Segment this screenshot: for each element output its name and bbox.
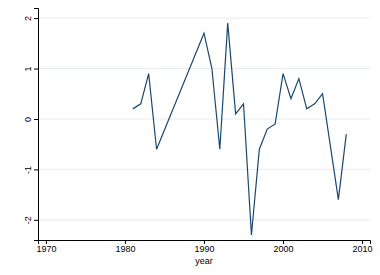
x-axis: 1970 1980 1990 2000 2010 (36, 240, 372, 254)
grid (38, 18, 370, 220)
series-line (133, 23, 346, 235)
grid-line (38, 219, 370, 220)
y-axis-line (34, 9, 39, 241)
x-tick-label: 2010 (353, 244, 373, 254)
y-tick-label: 2 (23, 16, 33, 21)
y-tick: -1 (23, 166, 38, 174)
chart: 1970 1980 1990 2000 2010 -2 -1 0 1 2 year (0, 0, 380, 275)
x-tick: 2000 (274, 240, 294, 254)
y-tick-mark (34, 220, 38, 221)
grid-line (38, 18, 370, 19)
x-axis-title: year (195, 256, 213, 266)
x-tick-label: 2000 (274, 244, 294, 254)
grid-line (38, 169, 370, 170)
x-tick: 1990 (194, 240, 214, 254)
y-tick-label: -1 (23, 166, 33, 174)
y-tick-mark (34, 69, 38, 70)
y-tick: 2 (23, 16, 38, 21)
y-tick: 0 (23, 117, 38, 122)
y-tick-label: 1 (23, 67, 33, 72)
y-tick-mark (34, 119, 38, 120)
y-tick-label: -2 (23, 216, 33, 224)
y-axis: -2 -1 0 1 2 (23, 9, 39, 241)
y-tick: -2 (23, 216, 38, 224)
x-tick-label: 1980 (115, 244, 135, 254)
grid-line (38, 118, 370, 119)
grid-line (38, 68, 370, 69)
x-tick-label: 1970 (36, 244, 56, 254)
y-tick: 1 (23, 67, 38, 72)
y-tick-mark (34, 18, 38, 19)
y-tick-label: 0 (23, 117, 33, 122)
x-tick: 2010 (353, 240, 373, 254)
y-tick-mark (34, 169, 38, 170)
x-tick: 1970 (36, 240, 56, 254)
x-tick: 1980 (115, 240, 135, 254)
plot-area (133, 23, 346, 235)
x-tick-label: 1990 (194, 244, 214, 254)
